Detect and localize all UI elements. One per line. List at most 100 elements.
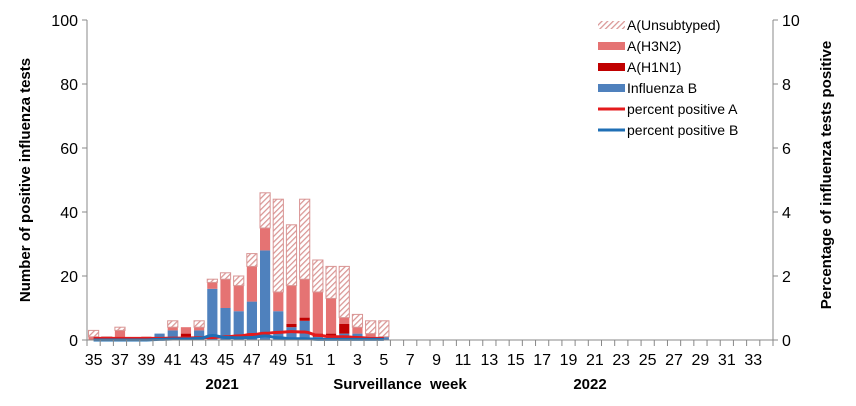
bar-influenza-b: [154, 333, 165, 340]
bar-a-unsubtyped-: [233, 275, 245, 287]
x-tick-label: 31: [718, 352, 736, 369]
x-tick-label: 29: [692, 352, 710, 369]
y2-tick-label: 0: [782, 333, 791, 350]
bar-a-h3n2-: [352, 327, 363, 334]
bar-a-h1n1-: [286, 324, 297, 328]
bar-a-unsubtyped-: [219, 272, 232, 280]
year-label-2022: 2022: [573, 376, 606, 393]
y2-tick-label: 2: [782, 269, 791, 286]
x-tick-label: 17: [533, 352, 551, 369]
y2-tick-label: 10: [782, 13, 800, 30]
bar-influenza-b: [246, 301, 257, 340]
x-tick-label: 19: [560, 352, 578, 369]
x-tick-label: 21: [586, 352, 604, 369]
x-tick-label: 39: [137, 352, 155, 369]
bar-a-h3n2-: [233, 285, 244, 312]
bar-influenza-b: [273, 311, 284, 340]
bar-a-h1n1-: [299, 317, 310, 321]
bar-influenza-b: [167, 330, 178, 340]
x-tick-label: 45: [217, 352, 235, 369]
bar-a-unsubtyped-: [285, 224, 298, 287]
bar-a-h1n1-: [325, 333, 337, 337]
legend-label: A(H1N1): [627, 59, 681, 75]
bar-a-h3n2-: [114, 330, 126, 340]
x-tick-label: 15: [507, 352, 525, 369]
bar-a-h3n2-: [246, 266, 257, 302]
line-percent-positive-A: [93, 330, 384, 340]
bar-a-h3n2-: [207, 282, 218, 289]
bar-influenza-b: [233, 311, 244, 340]
y2-axis-label: Percentage of influenza tests positive: [818, 41, 835, 309]
bar-a-unsubtyped-: [365, 320, 377, 335]
y2-tick-label: 8: [782, 77, 791, 94]
x-tick-label: 27: [665, 352, 683, 369]
x-tick-label: 1: [327, 352, 336, 369]
y-tick-label: 100: [51, 13, 78, 30]
x-axis-label: Surveillance week: [333, 376, 467, 393]
bar-a-unsubtyped-: [88, 329, 100, 338]
bar-a-h3n2-: [365, 333, 376, 337]
x-tick-label: 23: [612, 352, 630, 369]
x-tick-label: 43: [190, 352, 208, 369]
y2-tick-label: 4: [782, 205, 791, 222]
bar-a-unsubtyped-: [246, 253, 258, 267]
bar-a-h3n2-: [299, 279, 310, 318]
x-tick-label: 47: [243, 352, 261, 369]
x-tick-label: 3: [353, 352, 362, 369]
y-axis-label: Number of positive influenza tests: [17, 58, 34, 302]
bar-influenza-b: [194, 330, 205, 340]
bar-a-h3n2-: [286, 285, 297, 324]
x-tick-label: 9: [432, 352, 441, 369]
bar-a-h3n2-: [180, 327, 192, 334]
bar-a-unsubtyped-: [167, 320, 179, 328]
bar-a-h1n1-: [180, 333, 192, 337]
bar-a-h1n1-: [339, 324, 350, 334]
year-label-2021: 2021: [205, 376, 238, 393]
y-tick-label: 0: [69, 333, 78, 350]
x-tick-label: 5: [379, 352, 388, 369]
bar-a-unsubtyped-: [378, 320, 390, 338]
bar-a-unsubtyped-: [259, 192, 271, 229]
legend-swatch: [598, 42, 625, 50]
bar-a-unsubtyped-: [193, 320, 205, 328]
x-tick-label: 37: [111, 352, 129, 369]
y-tick-label: 40: [60, 205, 78, 222]
y-tick-label: 60: [60, 141, 78, 158]
bar-influenza-b: [286, 327, 297, 340]
bar-influenza-b: [260, 250, 271, 340]
bar-a-h3n2-: [339, 317, 350, 324]
bar-a-h3n2-: [325, 298, 337, 334]
bar-a-h3n2-: [167, 327, 178, 331]
bar-influenza-b: [299, 320, 310, 340]
legend-swatch: [598, 21, 625, 29]
bar-a-h3n2-: [273, 292, 284, 312]
bar-a-unsubtyped-: [206, 278, 218, 283]
legend-label: percent positive A: [627, 101, 738, 117]
bar-a-unsubtyped-: [312, 259, 324, 293]
legend-label: A(H3N2): [627, 38, 681, 54]
y-tick-label: 80: [60, 77, 78, 94]
legend-swatch: [598, 63, 625, 71]
x-tick-label: 41: [164, 352, 182, 369]
bar-influenza-b: [207, 288, 218, 340]
x-tick-label: 7: [406, 352, 415, 369]
x-tick-label: 35: [85, 352, 103, 369]
bar-a-unsubtyped-: [338, 265, 350, 319]
x-tick-label: 25: [639, 352, 657, 369]
bar-a-unsubtyped-: [325, 265, 337, 299]
bar-a-unsubtyped-: [351, 313, 364, 328]
legend-label: percent positive B: [627, 122, 738, 138]
bar-a-unsubtyped-: [299, 198, 311, 280]
legend-label: Influenza B: [627, 80, 697, 96]
y-tick-label: 20: [60, 269, 78, 286]
bar-influenza-b: [220, 308, 231, 340]
x-tick-label: 13: [480, 352, 498, 369]
legend-swatch: [598, 84, 625, 92]
bar-a-h3n2-: [260, 228, 271, 251]
bar-a-h3n2-: [194, 327, 205, 331]
bar-a-unsubtyped-: [114, 326, 126, 331]
x-tick-label: 49: [269, 352, 287, 369]
bar-a-h3n2-: [312, 292, 323, 334]
